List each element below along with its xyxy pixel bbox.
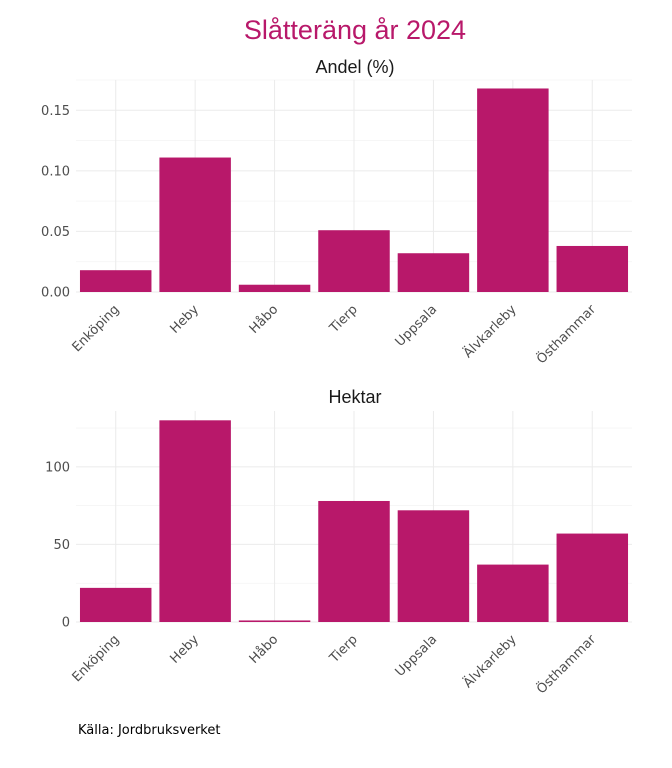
bar-andel [159, 157, 231, 292]
x-tick-label-andel: Uppsala [393, 302, 441, 350]
x-tick-label-andel: Älvkarleby [460, 301, 520, 361]
x-tick-label-hektar: Håbo [247, 632, 282, 667]
bar-andel [79, 270, 152, 292]
bar-andel [556, 245, 629, 292]
chart-caption: Källa: Jordbruksverket [78, 723, 220, 738]
bar-hektar [159, 420, 231, 622]
bar-hektar [477, 564, 549, 622]
panel-hektar: Hektar 0 50 100 Enköping Heby Håbo Tierp Uppsala… [45, 387, 632, 697]
x-tick-label-hektar: Älvkarleby [460, 631, 520, 691]
x-tick-label-hektar: Uppsala [393, 632, 441, 680]
x-tick-label-hektar: Heby [168, 632, 203, 667]
y-tick-label-hektar: 0 [62, 616, 70, 631]
y-tick-label-andel: 0.00 [41, 286, 70, 301]
y-tick-label-andel: 0.05 [41, 225, 70, 240]
panel-title-hektar: Hektar [328, 387, 381, 407]
y-tick-label-hektar: 50 [53, 538, 70, 553]
y-tick-label-andel: 0.15 [41, 104, 70, 119]
x-tick-label-andel: Håbo [247, 302, 282, 337]
x-tick-label-hektar: Enköping [70, 632, 123, 685]
bar-andel [318, 230, 390, 292]
bar-hektar [238, 620, 311, 622]
y-tick-label-hektar: 100 [45, 460, 70, 475]
bar-andel [397, 253, 470, 292]
x-tick-label-andel: Enköping [70, 302, 123, 355]
bar-hektar [556, 533, 629, 622]
bar-andel [477, 88, 549, 292]
bar-andel [238, 284, 311, 292]
x-tick-label-andel: Östhammar [533, 300, 600, 367]
bar-hektar [397, 510, 470, 622]
bar-hektar [79, 587, 152, 622]
x-tick-label-hektar: Tierp [326, 632, 360, 666]
panel-andel: Andel (%) 0.00 0.05 0.10 0.15 Enköping Heby Håb… [41, 57, 632, 367]
chart-title: Slåtteräng år 2024 [244, 15, 466, 45]
x-tick-label-andel: Heby [168, 302, 203, 337]
y-tick-label-andel: 0.10 [41, 164, 70, 179]
x-tick-label-andel: Tierp [326, 302, 360, 336]
panel-title-andel: Andel (%) [315, 57, 394, 77]
x-tick-label-hektar: Östhammar [533, 630, 600, 697]
bar-hektar [318, 500, 390, 622]
